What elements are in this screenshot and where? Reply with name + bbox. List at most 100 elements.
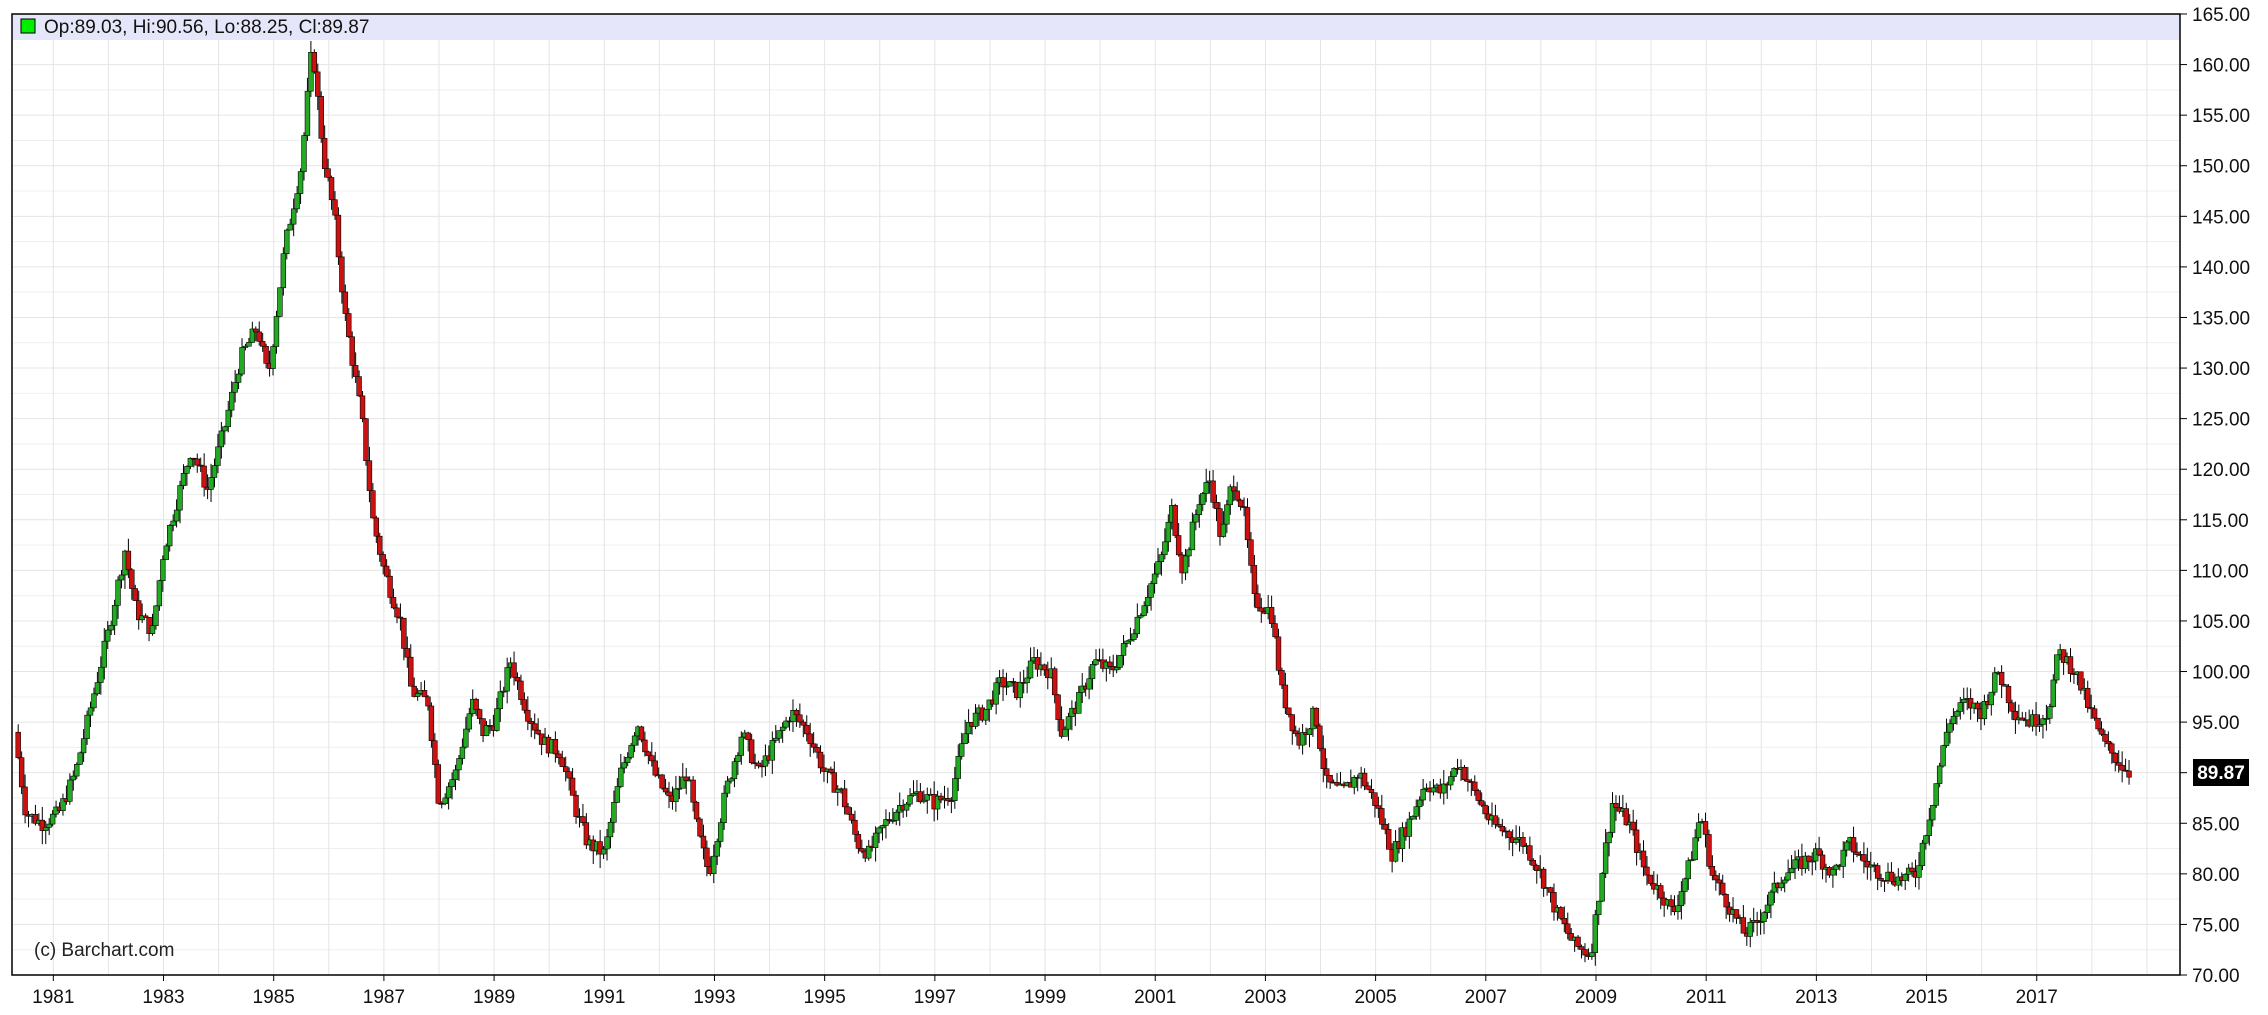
candle bbox=[1496, 817, 1502, 828]
candle-body-down bbox=[1251, 565, 1258, 594]
candle bbox=[408, 644, 414, 687]
candle bbox=[807, 722, 813, 757]
candle-body-down bbox=[2102, 733, 2108, 742]
candle-body-down bbox=[1237, 499, 1244, 507]
candle bbox=[1196, 494, 1203, 528]
candle-body-up bbox=[600, 848, 607, 855]
candle bbox=[611, 790, 617, 833]
candle-body-down bbox=[2098, 728, 2105, 735]
candle-body-down bbox=[256, 331, 262, 342]
candle-body-down bbox=[2002, 684, 2008, 687]
candle-body-down bbox=[1372, 792, 1378, 806]
candle bbox=[201, 453, 207, 497]
candle bbox=[373, 515, 380, 544]
y-tick-label: 115.00 bbox=[2192, 511, 2249, 532]
candle-body-down bbox=[1482, 804, 1488, 815]
candle-body-down bbox=[1713, 875, 1719, 881]
candle bbox=[2060, 649, 2067, 675]
candle-body-up bbox=[1127, 639, 1134, 642]
candle bbox=[559, 750, 565, 768]
low-value: 88.25 bbox=[241, 17, 289, 38]
candle-body-down bbox=[642, 739, 648, 753]
candle-body-down bbox=[125, 550, 132, 571]
candle bbox=[332, 191, 338, 220]
candle-body-up bbox=[618, 767, 624, 787]
candle bbox=[301, 132, 307, 181]
candle bbox=[483, 720, 490, 737]
candle bbox=[246, 337, 252, 347]
candle-body-up bbox=[1981, 701, 1988, 720]
x-tick-label: 1997 bbox=[914, 987, 956, 1008]
candle bbox=[259, 332, 266, 352]
candle bbox=[1733, 909, 1740, 924]
candle bbox=[1981, 694, 1988, 726]
candle-body-up bbox=[1062, 728, 1068, 737]
candle-body-up bbox=[1947, 723, 1953, 733]
candle-body-up bbox=[779, 726, 786, 731]
candle bbox=[1940, 744, 1946, 768]
candle bbox=[1313, 707, 1320, 729]
candle-body-down bbox=[1861, 854, 1867, 862]
candle bbox=[256, 321, 262, 346]
candle bbox=[1527, 836, 1533, 866]
candle bbox=[349, 331, 355, 379]
x-tick-label: 2011 bbox=[1686, 987, 1727, 1008]
candle-body-down bbox=[1334, 782, 1340, 786]
candle-body-down bbox=[649, 755, 655, 762]
candle-body-down bbox=[938, 795, 944, 801]
candle bbox=[1613, 795, 1619, 821]
candle bbox=[2112, 752, 2118, 772]
candle bbox=[163, 543, 169, 560]
candle bbox=[87, 701, 94, 728]
candle-body-up bbox=[1757, 921, 1764, 923]
candle bbox=[452, 764, 459, 791]
candle-body-down bbox=[511, 662, 517, 678]
candle bbox=[459, 738, 466, 765]
candle bbox=[1113, 654, 1120, 674]
candle bbox=[425, 695, 431, 711]
candle-body-up bbox=[180, 472, 187, 486]
candle-body-down bbox=[1658, 885, 1664, 899]
candle bbox=[1596, 900, 1602, 926]
candle-body-up bbox=[1678, 891, 1685, 906]
candle-body-down bbox=[1175, 535, 1182, 556]
candle-body-down bbox=[1740, 917, 1747, 934]
candle bbox=[521, 692, 528, 714]
candle bbox=[921, 790, 927, 804]
candle bbox=[828, 766, 834, 775]
candle bbox=[1165, 514, 1172, 552]
candle bbox=[1761, 911, 1767, 935]
candle-body-up bbox=[1138, 615, 1144, 618]
y-tick-label: 160.00 bbox=[2192, 56, 2250, 77]
candle bbox=[2078, 671, 2084, 695]
candle-body-up bbox=[270, 346, 276, 369]
candle bbox=[1785, 859, 1791, 882]
candle-body-up bbox=[1406, 818, 1413, 837]
candle-body-up bbox=[2050, 679, 2056, 707]
y-tick-label: 75.00 bbox=[2192, 915, 2240, 936]
candle-body-down bbox=[401, 617, 407, 649]
candle bbox=[1237, 498, 1244, 511]
high-label: Hi: bbox=[133, 17, 156, 38]
candle bbox=[1992, 667, 1998, 696]
candle-body-up bbox=[983, 708, 989, 721]
y-axis: 165.00 160.00 155.00 150.00 145.00 140.00 135.… bbox=[2180, 5, 2250, 987]
candle bbox=[841, 779, 848, 815]
y-tick-label: 125.00 bbox=[2192, 410, 2250, 431]
candle-body-down bbox=[1324, 768, 1330, 776]
candle bbox=[1372, 792, 1378, 818]
candle-body-down bbox=[1547, 887, 1554, 893]
candle bbox=[624, 752, 631, 767]
candle bbox=[1864, 847, 1871, 880]
candle-body-up bbox=[1950, 715, 1957, 725]
candle bbox=[618, 753, 624, 789]
candle bbox=[108, 620, 114, 636]
candles-layer bbox=[15, 40, 2132, 966]
candle bbox=[1200, 492, 1206, 512]
candle bbox=[2012, 701, 2019, 734]
candle bbox=[1227, 484, 1233, 515]
candle bbox=[1682, 877, 1688, 905]
candle-body-up bbox=[1602, 842, 1609, 874]
